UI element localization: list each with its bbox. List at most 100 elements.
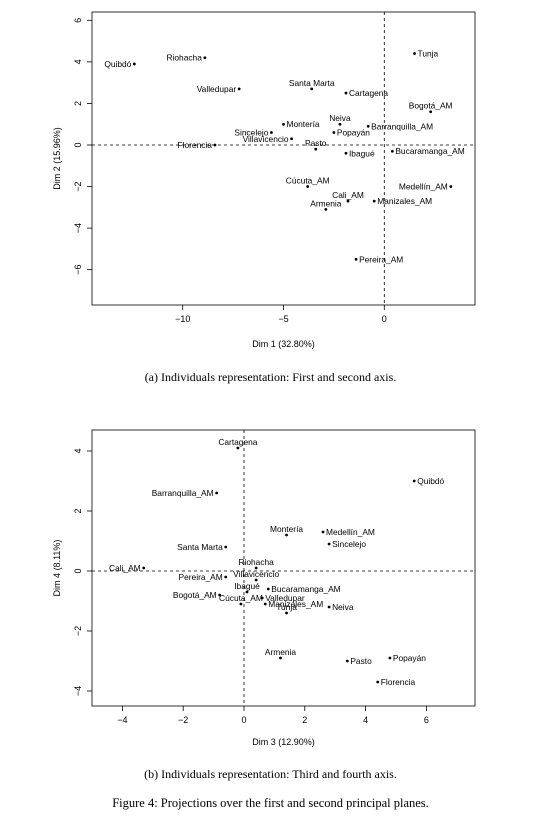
x-tick-label: −4 [117, 715, 127, 725]
data-point [254, 566, 258, 570]
y-tick-label: −4 [73, 686, 83, 696]
point-label: Pereira_AM [179, 572, 223, 582]
point-label: Cartagena [349, 88, 388, 98]
data-point [327, 542, 331, 546]
data-point [237, 87, 241, 91]
data-point [142, 566, 146, 570]
point-label: Ibagué [349, 148, 375, 158]
data-point [321, 530, 325, 534]
point-label: Florencia [178, 140, 213, 150]
point-label: Medellín_AM [326, 527, 375, 537]
data-point [324, 208, 328, 211]
data-point [132, 62, 136, 66]
point-label: Pereira_AM [359, 254, 403, 264]
y-tick-label: −2 [73, 181, 83, 191]
data-point [285, 611, 288, 615]
point-label: Bogotá_AM [409, 101, 453, 111]
point-label: Tunja [276, 602, 297, 612]
x-tick-label: 6 [424, 715, 429, 725]
y-tick-label: 6 [73, 18, 83, 23]
y-tick-label: −6 [73, 265, 83, 275]
data-point [372, 199, 376, 203]
figure-caption: Figure 4: Projections over the first and… [112, 796, 429, 810]
data-point [224, 545, 228, 549]
point-label: Santa Marta [289, 78, 335, 88]
y-tick-label: 0 [73, 142, 83, 147]
x-tick-label: −10 [175, 314, 190, 324]
data-point [338, 122, 342, 126]
point-label: Villavicencio [243, 134, 289, 144]
point-label: Pasto [305, 138, 327, 148]
x-tick-label: 0 [382, 314, 387, 324]
data-point [224, 575, 228, 579]
point-label: Neiva [332, 602, 354, 612]
point-label: Santa Marta [177, 542, 223, 552]
point-label: Neiva [329, 113, 351, 123]
data-point [413, 52, 416, 55]
data-point [282, 122, 285, 126]
data-point [285, 533, 288, 537]
data-point [260, 596, 264, 600]
point-label: Medellín_AM [399, 182, 448, 192]
point-label: Riohacha [238, 557, 274, 567]
data-point [332, 131, 336, 134]
point-label: Quibdó [417, 476, 444, 486]
data-point [310, 87, 314, 91]
point-label: Sincelejo [332, 539, 366, 549]
point-label: Valledupar [197, 84, 237, 94]
point-label: Valledupar [265, 593, 305, 603]
data-point [366, 124, 370, 128]
panel-b-plot: −4 −2 0 2 4 6 −4 −2 0 2 4 Dim 3 (12.90%) Dim 4 (8.11… [52, 429, 476, 747]
y-axis-title: Dim 2 (15.96%) [52, 127, 62, 190]
data-point [213, 143, 217, 147]
data-point [390, 149, 394, 153]
x-axis-title: Dim 1 (32.80%) [252, 339, 315, 349]
panel-a-plot: −10 −5 0 −6 −4 −2 0 2 4 6 Dim 1 (32.80%) Dim 2 (15.… [52, 11, 476, 349]
data-point [344, 91, 348, 95]
plot-frame [91, 429, 476, 707]
data-point [327, 605, 331, 609]
data-point [263, 602, 267, 606]
data-point [245, 590, 249, 594]
data-point [215, 491, 219, 495]
x-tick-label: −2 [178, 715, 188, 725]
panel-b-caption: (b) Individuals representation: Third an… [144, 767, 397, 781]
point-label: Manizales_AM [268, 599, 323, 609]
point-label: Villavicencio [233, 569, 279, 579]
panel-a-caption: (a) Individuals representation: First an… [144, 370, 397, 384]
data-point [218, 593, 222, 597]
point-label: Bogotá_AM [173, 590, 217, 600]
x-axis-title: Dim 3 (12.90%) [252, 737, 315, 747]
point-label: Quibdó [104, 59, 131, 69]
y-tick-label: 2 [73, 508, 83, 513]
data-point [266, 587, 270, 591]
point-label: Barranquilla_AM [152, 488, 214, 498]
point-label: Cali_AM [332, 190, 364, 200]
point-label: Ibagué [234, 581, 260, 591]
data-point [344, 151, 348, 155]
point-label: Manizales_AM [377, 196, 432, 206]
point-label: Popayán [337, 128, 370, 138]
data-point [270, 131, 273, 134]
point-label: Tunja [418, 49, 439, 59]
point-label: Armenia [310, 198, 342, 208]
data-point [254, 578, 258, 582]
point-label: Bucaramanga_AM [395, 146, 464, 156]
data-point [290, 137, 293, 141]
data-point [412, 479, 416, 483]
point-label: Cúcuta_AM [219, 593, 263, 603]
data-point [429, 110, 433, 114]
point-label: Sincelejo [234, 128, 268, 138]
point-label: Florencia [381, 677, 416, 687]
y-tick-label: 0 [73, 568, 83, 573]
data-point [279, 656, 282, 660]
data-point [236, 446, 240, 450]
data-point [239, 602, 243, 606]
data-point [388, 656, 392, 660]
point-label: Bucaramanga_AM [271, 584, 340, 594]
data-point [306, 185, 310, 188]
point-label: Cali_AM [109, 563, 141, 573]
point-label: Cartagena [218, 437, 257, 447]
y-tick-label: 2 [73, 101, 83, 106]
